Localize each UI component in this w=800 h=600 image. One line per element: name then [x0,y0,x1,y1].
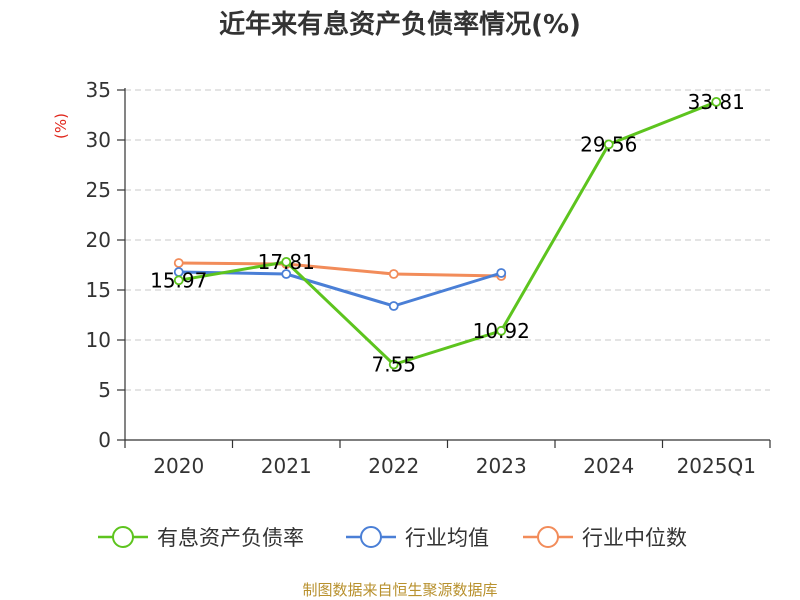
data-label-2025Q1: 33.81 [688,90,745,114]
legend-label-0: 有息资产负债率 [157,526,304,550]
legend-label-2: 行业中位数 [582,526,687,550]
x-tick-label-2022: 2022 [368,454,419,478]
point-s0-2020[interactable] [173,275,184,286]
y-tick-label-0: 0 [98,428,111,452]
legend-item-0[interactable]: 有息资产负债率 [98,526,304,550]
data-label-2024: 29.56 [580,132,637,156]
x-tick-label-2023: 2023 [476,454,527,478]
y-tick-label-35: 35 [86,78,111,102]
legend-marker-1 [360,526,382,548]
series-line-0 [177,100,718,366]
y-tick-label-25: 25 [86,178,111,202]
point-s1-2023[interactable] [496,268,507,278]
source-note: 制图数据来自恒生聚源数据库 [302,581,497,599]
data-labels: 15.97 17.81 7.55 10.92 29.56 33.81 [150,90,745,377]
x-tick-label-2020: 2020 [153,454,204,478]
point-s0-2025Q1[interactable] [711,97,722,107]
point-s0-2024[interactable] [603,139,614,150]
legend-marker-2 [537,526,559,548]
data-label-2021: 17.81 [258,250,315,274]
point-s1-2022[interactable] [388,301,399,311]
point-s2-2020[interactable] [173,258,184,268]
axes: 0 5 10 15 20 25 30 35 2020 2021 2022 2023 2024 2025Q1 [86,78,771,478]
point-s0-2021[interactable] [281,256,292,267]
y-tick-label-30: 30 [86,128,111,152]
legend-item-2[interactable]: 行业中位数 [523,526,687,550]
y-tick-label-20: 20 [86,228,111,252]
chart-title: 近年来有息资产负债率情况(%) [219,9,581,40]
legend-marker-0 [112,526,134,548]
data-label-2023: 10.92 [473,319,530,343]
legend[interactable]: 有息资产负债率 行业均值 行业中位数 [98,526,687,550]
legend-item-1[interactable]: 行业均值 [346,526,489,550]
series-line-1 [177,270,503,308]
y-tick-label-15: 15 [86,278,111,302]
x-tick-label-2021: 2021 [261,454,312,478]
y-tick-label-10: 10 [86,328,111,352]
y-tick-label-5: 5 [98,378,111,402]
x-tick-label-2025Q1: 2025Q1 [677,454,756,478]
data-label-2022: 7.55 [371,353,416,377]
point-s0-2022[interactable] [388,359,399,370]
series-line-2 [177,261,503,278]
data-label-2020: 15.97 [150,268,207,292]
legend-label-1: 行业均值 [405,526,489,550]
point-s2-2022[interactable] [388,269,399,279]
point-s1-2021[interactable] [281,269,292,279]
gridlines [125,89,770,391]
series-group [173,97,722,370]
x-tick-label-2024: 2024 [583,454,634,478]
y-axis-label: (%) [52,113,70,139]
point-s0-2023[interactable] [496,325,507,336]
